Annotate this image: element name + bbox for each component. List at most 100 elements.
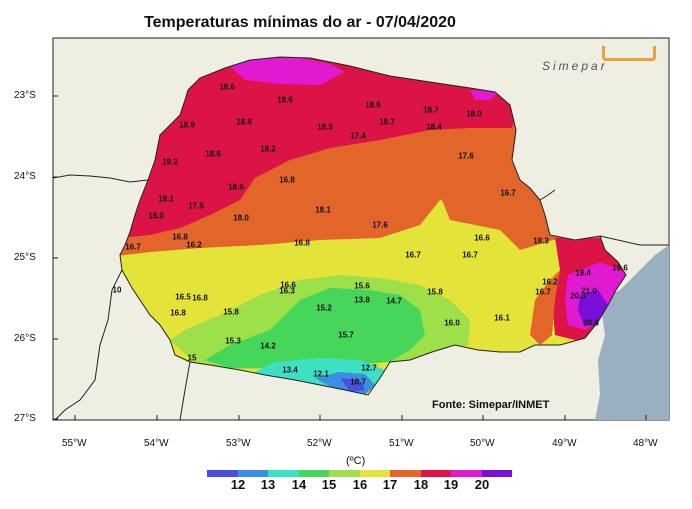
- station-value: 18.8: [236, 117, 252, 127]
- lat-label: 27°S: [14, 413, 36, 424]
- station-value: 18.3: [533, 236, 549, 246]
- simepar-logo-mark-icon: [602, 46, 656, 61]
- colorbar: [207, 470, 512, 477]
- colorbar-label: 19: [443, 477, 459, 492]
- station-value: 15.3: [225, 336, 241, 346]
- station-value: 18.5: [317, 122, 333, 132]
- station-value: 12.1: [313, 369, 329, 379]
- station-value: 18.7: [423, 105, 439, 115]
- simepar-logo-text: Simepar: [542, 59, 608, 73]
- station-value: 16.2: [542, 277, 558, 287]
- station-value: 13.8: [354, 295, 370, 305]
- map-title: Temperaturas mínimas do ar - 07/04/2020: [144, 14, 456, 31]
- station-value: 17.5: [188, 201, 204, 211]
- colorbar-label: 20: [474, 477, 490, 492]
- station-value: 15.8: [223, 307, 239, 317]
- station-value: 16.7: [500, 188, 516, 198]
- station-value: 18.6: [365, 100, 381, 110]
- station-value: 20.3: [570, 291, 586, 301]
- colorbar-swatch: [268, 470, 299, 477]
- colorbar-swatch: [420, 470, 451, 477]
- colorbar-label: 18: [413, 477, 429, 492]
- station-value: 16.8: [279, 175, 295, 185]
- station-value: 16.8: [192, 293, 208, 303]
- colorbar-swatch: [481, 470, 512, 477]
- station-value: 18.2: [260, 144, 276, 154]
- axis-ticks: [53, 95, 647, 420]
- colorbar-swatch: [329, 470, 360, 477]
- station-value: 12.7: [361, 363, 377, 373]
- station-value: 16.7: [535, 287, 551, 297]
- lon-label: 54°W: [144, 438, 169, 449]
- station-value: 18.6: [277, 95, 293, 105]
- colorbar-unit: (ºC): [346, 455, 366, 467]
- lon-label: 55°W: [62, 438, 87, 449]
- station-value: 14.2: [260, 341, 276, 351]
- lon-label: 52°W: [307, 438, 332, 449]
- station-value: 17.4: [350, 131, 366, 141]
- station-value: 18.6: [219, 82, 235, 92]
- lat-label: 26°S: [14, 333, 36, 344]
- neighbour-borders: [52, 174, 669, 421]
- station-value: 20.6: [583, 318, 599, 328]
- station-value: 16.3: [279, 286, 295, 296]
- lon-label: 50°W: [470, 438, 495, 449]
- station-value: 14.7: [386, 296, 402, 306]
- station-value: 18.7: [379, 117, 395, 127]
- lon-label: 49°W: [552, 438, 577, 449]
- colorbar-swatch: [207, 470, 238, 477]
- station-value: 16.7: [462, 250, 478, 260]
- station-value: 15.7: [338, 330, 354, 340]
- station-value: 19.2: [162, 157, 178, 167]
- lat-label: 24°S: [14, 171, 36, 182]
- station-value: 18.4: [426, 122, 442, 132]
- colorbar-label: 15: [321, 477, 337, 492]
- station-value: 18.6: [205, 149, 221, 159]
- station-value: 17.6: [372, 220, 388, 230]
- colorbar-swatch: [451, 470, 482, 477]
- source-note: Fonte: Simepar/INMET: [432, 399, 550, 411]
- lon-label: 53°W: [226, 438, 251, 449]
- station-value: 18.9: [179, 120, 195, 130]
- station-value: 10.7: [350, 377, 366, 387]
- station-value: 16.7: [125, 242, 141, 252]
- lat-label: 23°S: [14, 90, 36, 101]
- station-value: 18.1: [315, 205, 331, 215]
- colorbar-label: 14: [291, 477, 307, 492]
- station-value: 15.2: [316, 303, 332, 313]
- simepar-logo: Simepar: [542, 46, 658, 76]
- colorbar-swatch: [359, 470, 390, 477]
- station-value: 16.8: [170, 308, 186, 318]
- colorbar-swatch: [237, 470, 268, 477]
- colorbar-swatch: [298, 470, 329, 477]
- station-value: 18.0: [466, 109, 482, 119]
- station-value: 19.6: [612, 263, 628, 273]
- station-value: 18.6: [228, 182, 244, 192]
- station-value: 13.4: [282, 365, 298, 375]
- station-value: 18.1: [158, 194, 174, 204]
- station-value: 19.4: [575, 268, 591, 278]
- station-value: 10: [112, 285, 122, 295]
- colorbar-label: 16: [352, 477, 368, 492]
- station-value: 16.1: [494, 313, 510, 323]
- station-value: 15.8: [427, 287, 443, 297]
- station-value: 16.2: [186, 240, 202, 250]
- station-value: 18.0: [233, 213, 249, 223]
- ocean: [595, 245, 669, 420]
- colorbar-swatch: [390, 470, 421, 477]
- lat-label: 25°S: [14, 252, 36, 263]
- parana-outline: [119, 56, 627, 396]
- temperature-zones: [120, 57, 626, 395]
- colorbar-label: 17: [382, 477, 398, 492]
- station-value: 16.7: [405, 250, 421, 260]
- station-value: 19.0: [148, 211, 164, 221]
- station-value: 16.6: [474, 233, 490, 243]
- colorbar-labels: 12 13 14 15 16 17 18 19 20: [207, 477, 527, 492]
- station-value: 15.6: [354, 281, 370, 291]
- station-value: 16.6: [280, 280, 296, 290]
- station-value: 16.8: [294, 238, 310, 248]
- station-value: 17.6: [458, 151, 474, 161]
- colorbar-label: 12: [230, 477, 246, 492]
- lon-label: 51°W: [389, 438, 414, 449]
